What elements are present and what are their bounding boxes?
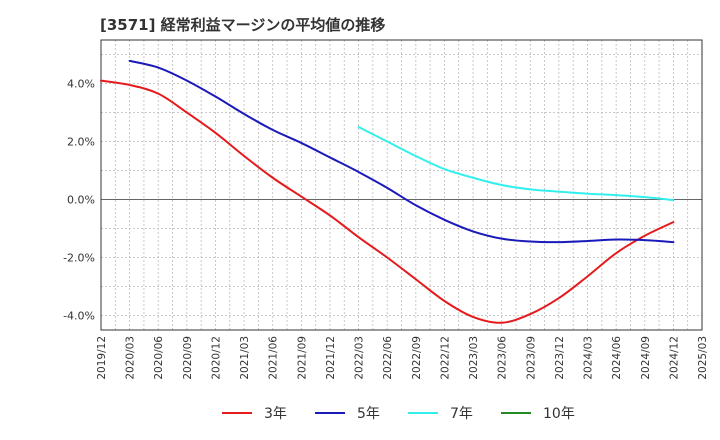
x-tick-label: 2019/12: [96, 336, 108, 380]
plot-area-border: [100, 39, 703, 331]
y-tick-label: -2.0%: [63, 252, 95, 265]
legend-label-4: 10年: [543, 406, 575, 422]
x-tick-label: 2023/06: [497, 336, 509, 380]
x-tick-label: 2025/03: [697, 336, 709, 380]
x-tick-label: 2021/03: [239, 336, 251, 380]
series-line-3: [357, 126, 675, 202]
x-tick-label: 2021/06: [268, 336, 280, 380]
x-tick-label: 2024/12: [668, 336, 680, 380]
series-line-2: [128, 59, 675, 244]
x-tick-label: 2020/12: [210, 336, 222, 380]
legend-label-2: 5年: [357, 406, 380, 422]
x-tick-label: 2024/03: [583, 336, 595, 380]
legend-label-1: 3年: [264, 406, 287, 422]
x-tick-label: 2024/06: [611, 336, 623, 380]
y-tick-label: 4.0%: [67, 78, 95, 91]
x-tick-label: 2023/03: [468, 336, 480, 380]
grid-layer: [100, 40, 703, 330]
series-layer: [100, 59, 675, 324]
x-tick-label: 2020/06: [153, 336, 165, 380]
x-tick-label: 2022/09: [411, 336, 423, 380]
x-tick-label: 2020/09: [182, 336, 194, 380]
x-tick-label: 2023/12: [554, 336, 566, 380]
y-tick-label: 2.0%: [67, 136, 95, 149]
x-tick-label: 2022/03: [354, 336, 366, 380]
series-line-1: [100, 79, 675, 324]
axis-layer: -4.0% -2.0% 0.0% 2.0% 4.0% 2019/12 2020/03 2020…: [63, 39, 709, 380]
legend-label-3: 7年: [450, 406, 473, 422]
x-tick-label: 2021/12: [325, 336, 337, 380]
y-tick-label: 0.0%: [67, 194, 95, 207]
x-tick-label: 2020/03: [125, 336, 137, 380]
x-tick-label: 2022/12: [439, 336, 451, 380]
x-tick-label: 2023/09: [525, 336, 537, 380]
x-tick-label: 2024/09: [640, 336, 652, 380]
legend: 3年 5年 7年 10年: [222, 406, 575, 422]
y-tick-label: -4.0%: [63, 310, 95, 323]
x-tick-label: 2021/09: [296, 336, 308, 380]
x-tick-label: 2022/06: [382, 336, 394, 380]
chart-title: [3571] 経常利益マージンの平均値の推移: [100, 16, 386, 34]
